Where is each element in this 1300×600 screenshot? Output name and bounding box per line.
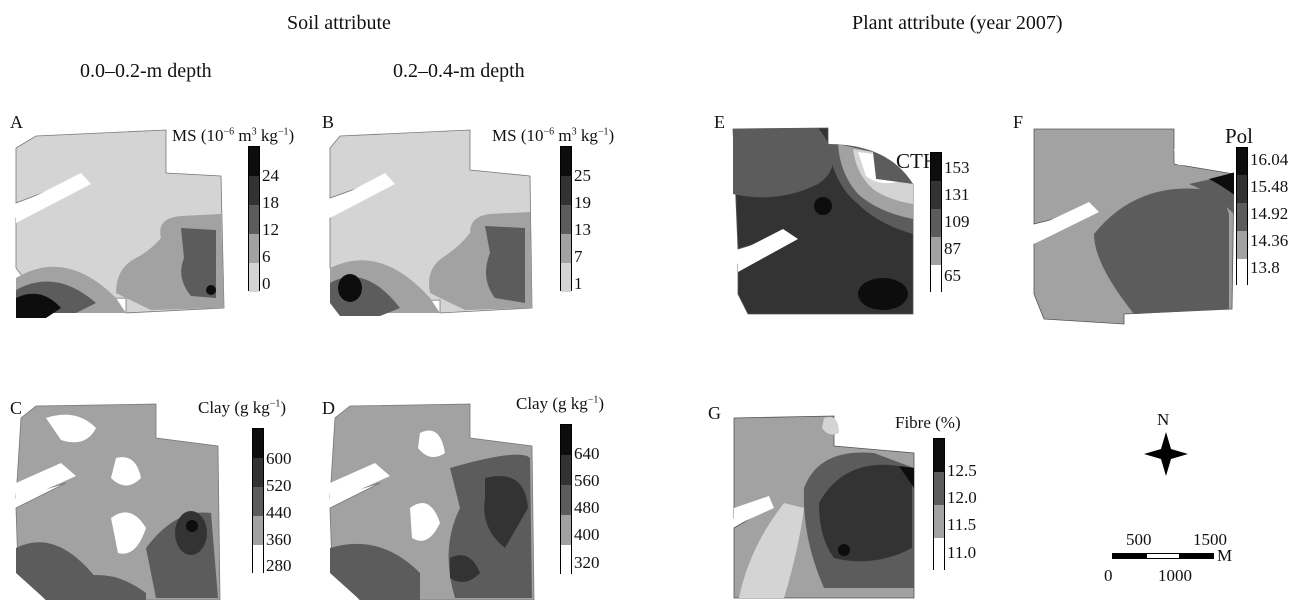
legend-b-tick: 19 xyxy=(574,193,591,212)
map-a xyxy=(15,129,225,318)
legend-c-tick: 280 xyxy=(266,556,292,575)
legend-e-tick: 109 xyxy=(944,212,970,231)
north-arrow: N xyxy=(1144,410,1188,476)
legend-g-tick: 11.5 xyxy=(947,515,977,534)
map-d xyxy=(329,403,535,600)
legend-d-tick: 640 xyxy=(574,444,600,463)
map-title-b: MS (10−6 m3 kg−1) xyxy=(492,126,615,145)
scale-label-bottom: 1000 xyxy=(1158,566,1192,585)
legend-a-tick: 12 xyxy=(262,220,279,239)
legend-b-tick: 13 xyxy=(574,220,591,239)
map-title-d: Clay (g kg−1) xyxy=(516,394,605,413)
map-title-c: Clay (g kg−1) xyxy=(198,398,287,417)
legend-c-tick: 520 xyxy=(266,476,292,495)
legend-f-tick: 16.04 xyxy=(1250,150,1289,169)
soil-attribute-header: Soil attribute xyxy=(287,12,391,34)
legend-d-tick: 480 xyxy=(574,498,600,517)
legend-d-tick: 320 xyxy=(574,553,600,572)
scale-label-bottom: 0 xyxy=(1104,566,1113,585)
map-title-g: Fibre (%) xyxy=(895,413,961,432)
legend-g-tick: 12.0 xyxy=(947,488,977,507)
panel-label-e: E xyxy=(714,112,725,132)
legend-f-tick: 14.92 xyxy=(1250,204,1289,223)
scale-label-top: 500 xyxy=(1126,530,1152,549)
legend-e-tick: 153 xyxy=(944,158,970,177)
legend-f-tick: 13.8 xyxy=(1250,258,1280,277)
panel-label-g: G xyxy=(708,403,721,423)
legend-e-tick: 87 xyxy=(944,239,961,258)
legend-a-tick: 18 xyxy=(262,193,279,212)
legend-g-tick: 12.5 xyxy=(947,461,977,480)
panel-label-f: F xyxy=(1013,112,1024,132)
map-c xyxy=(15,403,221,600)
legend-e-tick: 65 xyxy=(944,266,961,285)
north-label: N xyxy=(1157,410,1170,429)
legend-a-tick: 24 xyxy=(262,166,279,185)
legend-b-tick: 25 xyxy=(574,166,591,185)
scale-bar: 500 1500 M 0 1000 xyxy=(1100,530,1260,590)
legend-b-tick: 1 xyxy=(574,274,583,293)
compass-star-icon xyxy=(1144,432,1188,476)
legend-a-tick: 0 xyxy=(262,274,271,293)
map-f xyxy=(1033,128,1234,325)
legend-d-tick: 560 xyxy=(574,471,600,490)
panel-label-c: C xyxy=(10,398,23,418)
legend-f-tick: 14.36 xyxy=(1250,231,1289,250)
legend-a-tick: 6 xyxy=(262,247,271,266)
plant-attribute-header: Plant attribute (year 2007) xyxy=(852,12,1063,34)
map-title-f: Pol xyxy=(1225,124,1254,148)
legend-f-tick: 15.48 xyxy=(1250,177,1289,196)
map-g xyxy=(733,415,915,599)
legend-c-tick: 360 xyxy=(266,530,292,549)
panel-label-a: A xyxy=(10,112,23,132)
legend-c-tick: 440 xyxy=(266,503,292,522)
map-e xyxy=(732,127,914,315)
panel-label-d: D xyxy=(322,398,335,418)
scale-label-top: 1500 xyxy=(1193,530,1227,549)
legend-g-tick: 11.0 xyxy=(947,543,977,562)
legend-b-tick: 7 xyxy=(574,247,583,266)
depth-header-top: 0.0–0.2-m depth xyxy=(80,60,212,82)
scale-unit: M xyxy=(1217,546,1233,565)
map-title-a: MS (10−6 m3 kg−1) xyxy=(172,126,295,145)
legend-d-tick: 400 xyxy=(574,525,600,544)
depth-header-sub: 0.2–0.4-m depth xyxy=(393,60,525,82)
legend-c-tick: 600 xyxy=(266,449,292,468)
panel-label-b: B xyxy=(322,112,335,132)
legend-e-tick: 131 xyxy=(944,185,970,204)
map-b xyxy=(329,129,533,316)
